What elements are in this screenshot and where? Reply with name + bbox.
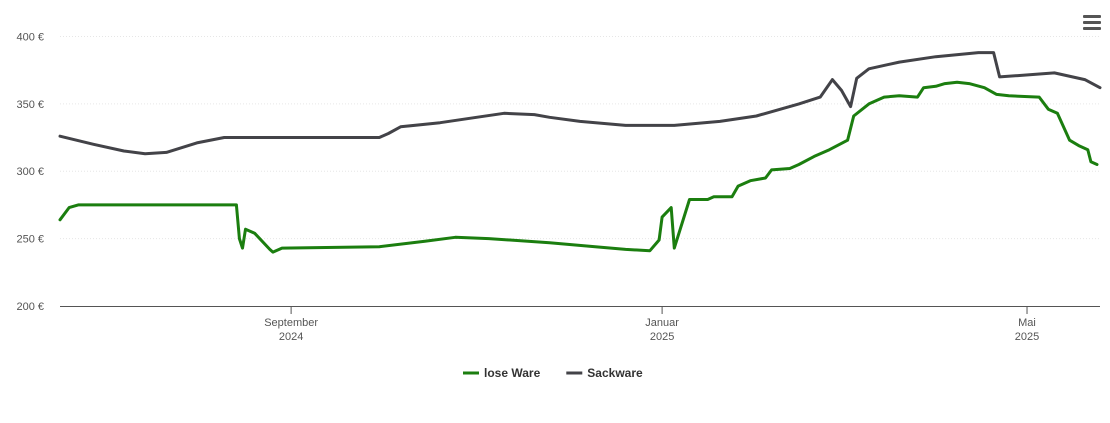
hamburger-menu-icon[interactable] xyxy=(1080,12,1104,34)
y-tick-label: 350 € xyxy=(16,99,44,111)
series-line[interactable] xyxy=(58,80,1099,254)
legend-item-label[interactable]: Sackware xyxy=(587,366,643,380)
x-tick-label-month: September xyxy=(264,317,318,329)
x-tick-label-month: Januar xyxy=(645,317,679,329)
y-tick-label: 200 € xyxy=(16,301,44,313)
y-tick-label: 400 € xyxy=(16,31,44,43)
x-tick-label-year: 2024 xyxy=(279,331,303,343)
y-tick-label: 250 € xyxy=(16,234,44,246)
legend[interactable]: lose Ware Sackware xyxy=(463,366,643,380)
x-axis: September 2024 Januar 2025 Mai 2025 xyxy=(60,306,1100,343)
series-line[interactable] xyxy=(58,51,1102,156)
y-tick-label: 300 € xyxy=(16,166,44,178)
x-tick-label-year: 2025 xyxy=(1015,331,1039,343)
legend-item-label[interactable]: lose Ware xyxy=(484,366,541,380)
y-axis: 200 € 250 € 300 € 350 € 400 € xyxy=(16,31,44,313)
x-tick-label-month: Mai xyxy=(1018,317,1036,329)
x-tick-label-year: 2025 xyxy=(650,331,674,343)
series-lines xyxy=(58,51,1102,254)
grid-lines xyxy=(60,35,1100,240)
